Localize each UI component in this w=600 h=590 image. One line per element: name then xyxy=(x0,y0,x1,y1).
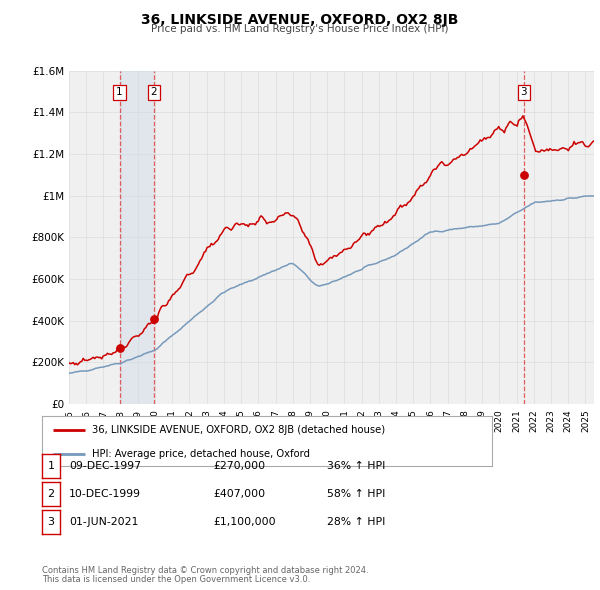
Text: 3: 3 xyxy=(47,517,55,527)
Point xyxy=(519,171,529,180)
Text: 01-JUN-2021: 01-JUN-2021 xyxy=(69,517,139,527)
Text: 36% ↑ HPI: 36% ↑ HPI xyxy=(327,461,385,471)
Text: 2: 2 xyxy=(47,489,55,499)
Text: 3: 3 xyxy=(520,87,527,97)
Text: 28% ↑ HPI: 28% ↑ HPI xyxy=(327,517,385,527)
Bar xyxy=(119,71,154,404)
Text: 10-DEC-1999: 10-DEC-1999 xyxy=(69,489,141,499)
Text: 36, LINKSIDE AVENUE, OXFORD, OX2 8JB (detached house): 36, LINKSIDE AVENUE, OXFORD, OX2 8JB (de… xyxy=(92,425,385,435)
Text: HPI: Average price, detached house, Oxford: HPI: Average price, detached house, Oxfo… xyxy=(92,448,310,458)
Text: 2: 2 xyxy=(151,87,157,97)
Text: £270,000: £270,000 xyxy=(213,461,265,471)
Text: 1: 1 xyxy=(47,461,55,471)
Text: This data is licensed under the Open Government Licence v3.0.: This data is licensed under the Open Gov… xyxy=(42,575,310,584)
Text: £407,000: £407,000 xyxy=(213,489,265,499)
Text: Price paid vs. HM Land Registry's House Price Index (HPI): Price paid vs. HM Land Registry's House … xyxy=(151,24,449,34)
Text: £1,100,000: £1,100,000 xyxy=(213,517,275,527)
Text: Contains HM Land Registry data © Crown copyright and database right 2024.: Contains HM Land Registry data © Crown c… xyxy=(42,566,368,575)
Text: 58% ↑ HPI: 58% ↑ HPI xyxy=(327,489,385,499)
Point xyxy=(149,314,159,324)
Text: 36, LINKSIDE AVENUE, OXFORD, OX2 8JB: 36, LINKSIDE AVENUE, OXFORD, OX2 8JB xyxy=(142,13,458,27)
Text: 09-DEC-1997: 09-DEC-1997 xyxy=(69,461,141,471)
Point xyxy=(115,343,124,353)
Text: 1: 1 xyxy=(116,87,123,97)
